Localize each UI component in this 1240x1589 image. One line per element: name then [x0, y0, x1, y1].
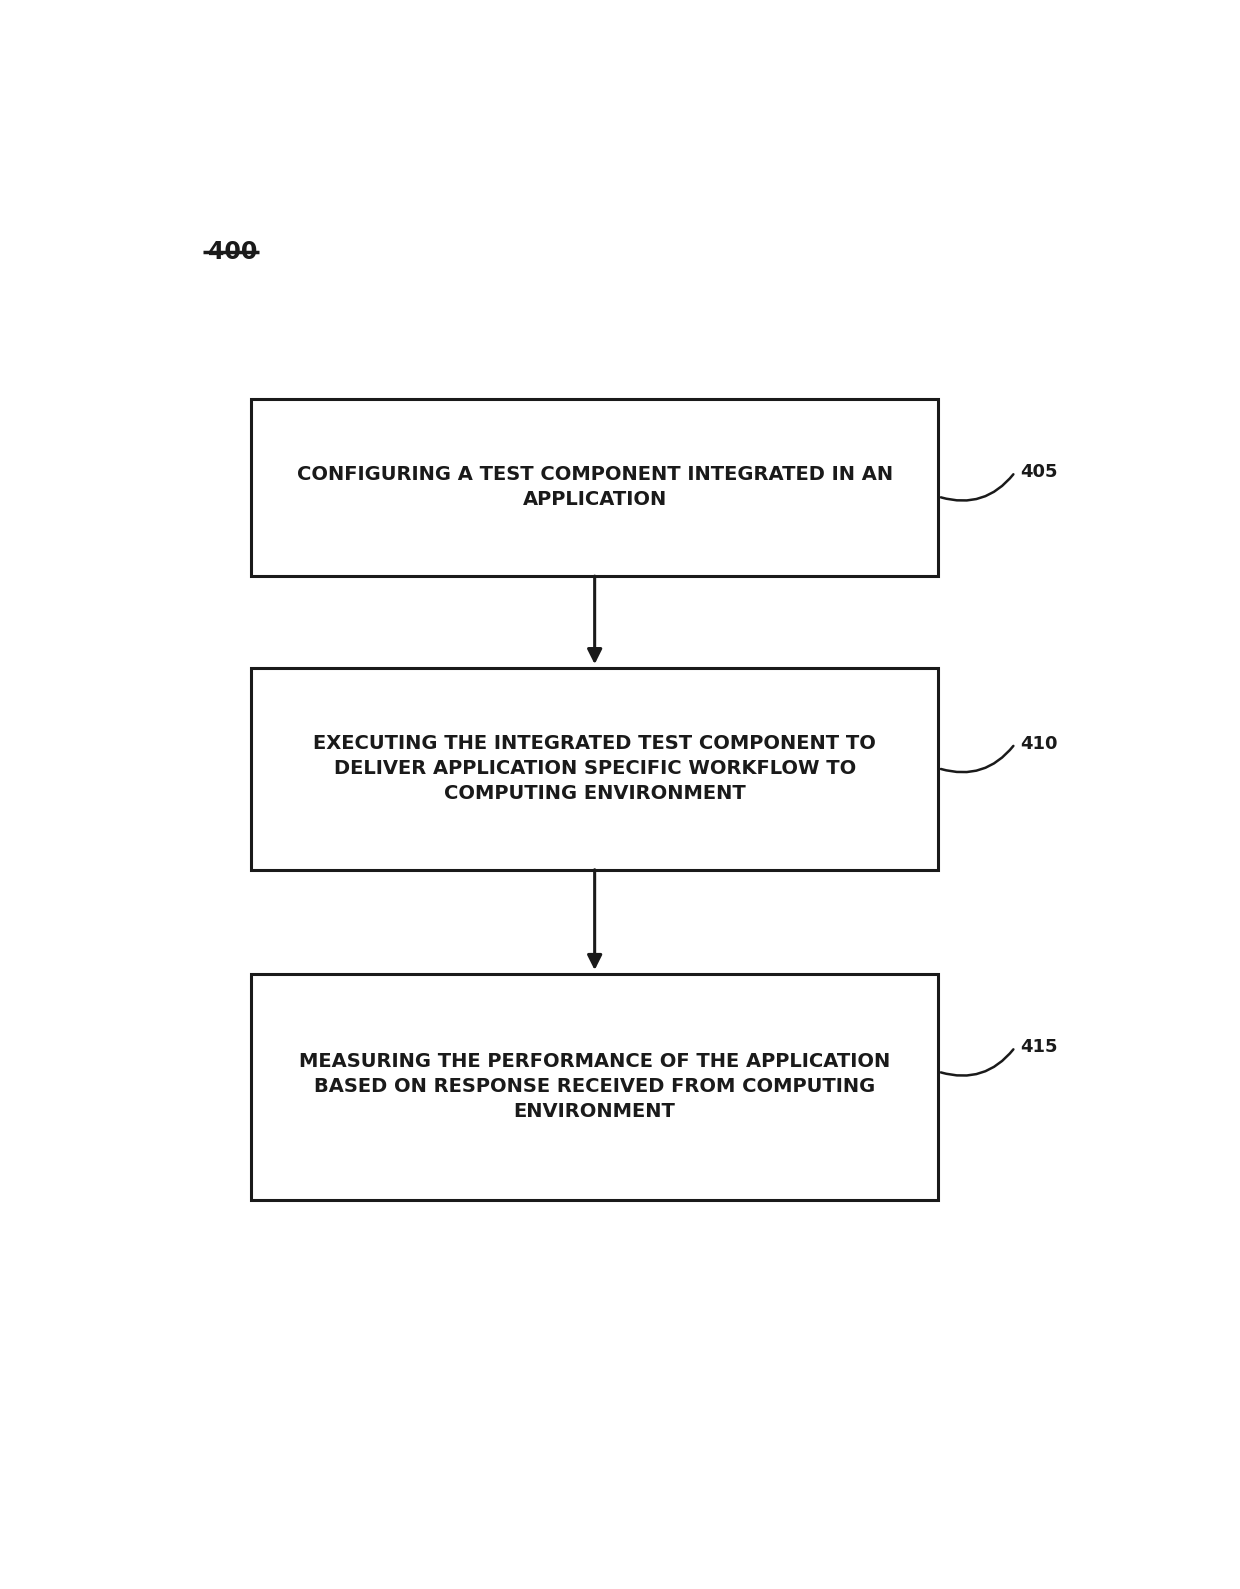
Bar: [250, 667, 939, 869]
Text: 400: 400: [208, 240, 257, 264]
Text: CONFIGURING A TEST COMPONENT INTEGRATED IN AN
APPLICATION: CONFIGURING A TEST COMPONENT INTEGRATED …: [296, 466, 893, 510]
Text: EXECUTING THE INTEGRATED TEST COMPONENT TO
DELIVER APPLICATION SPECIFIC WORKFLOW: EXECUTING THE INTEGRATED TEST COMPONENT …: [314, 734, 877, 804]
Bar: [250, 974, 939, 1200]
Text: 410: 410: [1019, 734, 1058, 753]
Bar: [250, 399, 939, 577]
FancyArrowPatch shape: [941, 474, 1013, 501]
FancyArrowPatch shape: [941, 745, 1013, 772]
FancyArrowPatch shape: [941, 1049, 1013, 1076]
Text: 415: 415: [1019, 1038, 1058, 1057]
Text: 405: 405: [1019, 462, 1058, 481]
Text: MEASURING THE PERFORMANCE OF THE APPLICATION
BASED ON RESPONSE RECEIVED FROM COM: MEASURING THE PERFORMANCE OF THE APPLICA…: [299, 1052, 890, 1122]
